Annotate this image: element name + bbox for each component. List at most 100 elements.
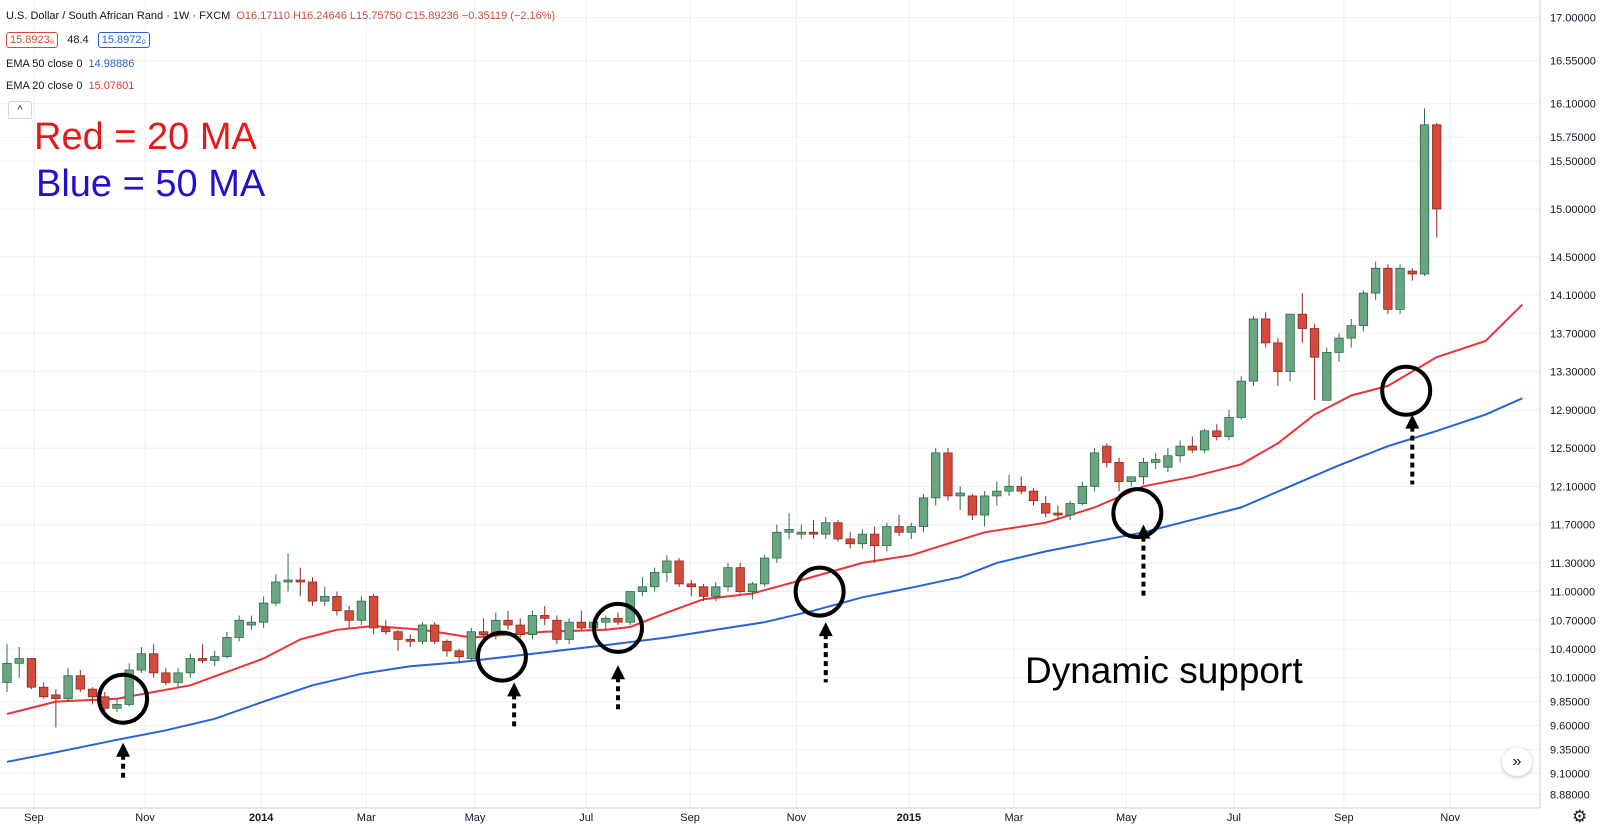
- candle-body: [711, 586, 721, 597]
- candle-body: [246, 621, 257, 626]
- scroll-to-latest-button[interactable]: »: [1502, 748, 1532, 776]
- candle-body: [833, 522, 843, 540]
- y-tick-label: 11.70000: [1550, 520, 1595, 532]
- candle-body: [1151, 459, 1161, 463]
- candle-body: [466, 631, 477, 659]
- candle-body: [136, 653, 147, 671]
- candle-body: [161, 672, 171, 683]
- candle-body: [613, 617, 623, 623]
- ema20-line: [6, 303, 1524, 715]
- support-arrow-head: [1405, 414, 1420, 429]
- ema50-line: [6, 397, 1523, 763]
- candle-body: [1175, 445, 1185, 457]
- candle-body: [381, 627, 391, 633]
- buy-button[interactable]: 15.8972₀: [97, 32, 151, 48]
- candle-body: [527, 615, 538, 636]
- blue-ma-annotation: Blue = 50 MA: [36, 163, 266, 205]
- symbol-title[interactable]: U.S. Dollar / South African Rand · 1W · …: [6, 10, 231, 22]
- support-circle: [97, 672, 150, 725]
- candle-body: [1395, 267, 1405, 310]
- support-arrow-head: [116, 742, 131, 757]
- sell-button[interactable]: 15.8923₆: [6, 32, 59, 48]
- y-tick-label: 9.60000: [1550, 720, 1590, 732]
- x-tick-label: 2014: [249, 812, 274, 824]
- x-tick-label: Nov: [787, 812, 807, 824]
- candle-body: [1212, 430, 1222, 438]
- dynamic-support-annotation: Dynamic support: [1025, 650, 1303, 691]
- y-tick-label: 11.00000: [1550, 587, 1595, 599]
- candle-body: [1273, 342, 1283, 372]
- candle-body: [1163, 455, 1173, 468]
- candle-body: [674, 560, 684, 585]
- candle-body: [26, 658, 37, 688]
- y-tick-label: 17.00000: [1550, 13, 1596, 25]
- candle-body: [332, 595, 342, 612]
- candle-body: [307, 581, 318, 602]
- candle-body: [759, 557, 770, 585]
- candle-body: [1419, 124, 1430, 275]
- candle-body: [75, 675, 85, 690]
- red-ma-annotation: Red = 20 MA: [34, 116, 257, 158]
- support-circle: [475, 630, 528, 683]
- candle-body: [992, 490, 1002, 497]
- x-tick-label: Nov: [1440, 812, 1460, 824]
- candle-body: [1285, 313, 1295, 372]
- x-tick-label: Jul: [1227, 812, 1241, 824]
- candle-body: [1126, 476, 1136, 482]
- candle-body: [747, 583, 758, 592]
- candle-body: [173, 672, 183, 683]
- candle-body: [967, 495, 978, 516]
- candle-body: [1370, 267, 1381, 294]
- support-circle: [592, 601, 644, 654]
- candle-body: [222, 637, 232, 658]
- candle-body: [356, 600, 367, 621]
- candle-body: [148, 653, 159, 674]
- y-tick-label: 9.10000: [1550, 768, 1590, 780]
- candle-body: [1004, 485, 1014, 492]
- candle-body: [1297, 313, 1307, 329]
- candle-body: [796, 531, 806, 535]
- candle-body: [1432, 124, 1442, 210]
- candle-body: [784, 528, 794, 533]
- ema50-legend[interactable]: EMA 50 close 0 14.98886: [6, 58, 140, 70]
- candle-body: [1199, 430, 1210, 451]
- candle-body: [344, 610, 354, 621]
- y-tick-label: 13.70000: [1550, 328, 1596, 340]
- candle-body: [894, 526, 904, 533]
- candle-body: [906, 526, 916, 533]
- ema20-legend[interactable]: EMA 20 close 0 15.07601: [6, 80, 140, 92]
- candle-body: [1334, 337, 1344, 353]
- ema20-value: 15.07601: [88, 80, 135, 92]
- candle-body: [503, 619, 513, 626]
- y-tick-label: 15.00000: [1550, 204, 1596, 216]
- candle-body: [234, 619, 244, 638]
- collapse-legend-button[interactable]: ^: [8, 101, 32, 119]
- candle-body: [686, 583, 696, 588]
- support-arrow-head: [818, 622, 833, 637]
- ohlc-readout: O16.17110 H16.24646 L15.75750 C15.89236 …: [236, 10, 556, 22]
- candle-body: [51, 694, 61, 700]
- candle-body: [1248, 318, 1259, 382]
- ema50-value: 14.98886: [88, 58, 135, 70]
- candle-body: [1346, 325, 1356, 339]
- candle-body: [698, 586, 709, 597]
- candle-body: [1261, 318, 1271, 344]
- candle-body: [454, 650, 464, 658]
- candle-body: [14, 658, 24, 664]
- x-tick-label: Sep: [680, 812, 700, 824]
- candle-body: [931, 452, 941, 499]
- settings-gear-icon[interactable]: ⚙: [1572, 807, 1588, 826]
- candle-body: [540, 615, 550, 619]
- candle-body: [662, 560, 672, 573]
- candle-body: [63, 675, 73, 700]
- y-tick-label: 13.30000: [1550, 367, 1596, 379]
- price-boxes: 15.8923₆ 48.4 15.8972₀: [6, 32, 156, 48]
- x-tick-label: Sep: [24, 812, 44, 824]
- candle-body: [1407, 270, 1417, 275]
- candle-body: [650, 572, 660, 588]
- chevron-up-icon: ^: [17, 104, 23, 116]
- candle-body: [637, 586, 648, 592]
- candle-body: [39, 686, 49, 698]
- x-tick-label: May: [465, 812, 486, 824]
